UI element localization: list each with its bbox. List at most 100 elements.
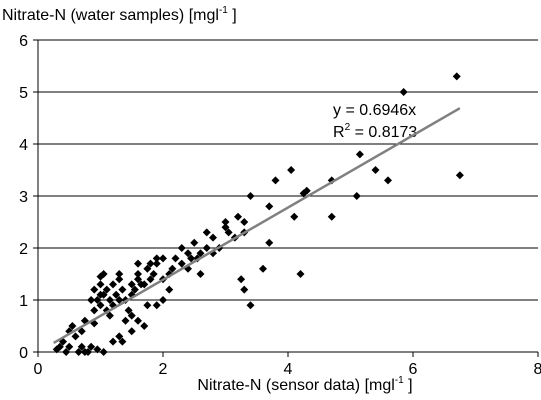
- r2-end: = 0.8173: [350, 124, 417, 141]
- point: [115, 275, 124, 284]
- point: [202, 228, 211, 237]
- point: [112, 290, 121, 299]
- point: [290, 212, 299, 221]
- y-tick-label: 6: [19, 33, 28, 50]
- point: [143, 301, 152, 310]
- y-tick-label: 3: [19, 189, 28, 206]
- point: [109, 337, 117, 346]
- point: [96, 272, 105, 281]
- point: [62, 348, 71, 356]
- y-axis-label: Nitrate-N (water samples) [mgl-1 ]: [2, 5, 237, 24]
- point: [152, 301, 161, 310]
- point: [224, 228, 233, 237]
- point: [134, 259, 142, 268]
- point: [115, 332, 124, 341]
- x-tick-label: 0: [34, 361, 43, 378]
- point: [371, 166, 380, 174]
- point: [177, 259, 186, 268]
- point: [209, 233, 217, 242]
- point: [221, 218, 230, 226]
- point: [240, 218, 249, 226]
- point: [127, 280, 136, 289]
- point: [134, 275, 142, 284]
- point: [352, 192, 361, 200]
- point: [149, 270, 158, 278]
- point: [259, 264, 267, 273]
- x-axis-label: Nitrate-N (sensor data) [mgl-1 ]: [197, 375, 412, 394]
- point: [127, 311, 136, 320]
- point: [237, 275, 246, 284]
- point: [90, 285, 99, 294]
- r2-text: R: [333, 124, 345, 141]
- point: [93, 345, 102, 354]
- point: [246, 301, 255, 310]
- point: [96, 301, 105, 310]
- point: [327, 212, 336, 221]
- y-axis-label-text: Nitrate-N (water samples) [mgl: [2, 7, 219, 24]
- point: [52, 345, 61, 354]
- point: [146, 259, 155, 268]
- x-tick-label: 6: [409, 361, 418, 378]
- r2-sup: 2: [345, 122, 351, 133]
- y-tick-label: 2: [19, 241, 28, 258]
- point: [68, 322, 77, 330]
- point: [399, 88, 408, 96]
- x-axis-label-end: ]: [404, 377, 413, 394]
- r2-label: R2 = 0.8173: [333, 122, 417, 141]
- trendline: [52, 107, 461, 345]
- point: [124, 306, 133, 315]
- point: [187, 254, 196, 263]
- point: [196, 249, 205, 258]
- point: [271, 176, 280, 185]
- point: [146, 275, 155, 284]
- point: [152, 254, 161, 263]
- point: [96, 290, 105, 299]
- point: [177, 244, 186, 252]
- point: [87, 342, 96, 351]
- point: [296, 270, 305, 278]
- y-axis-label-end: ]: [228, 7, 237, 24]
- point: [202, 244, 211, 252]
- point: [171, 254, 180, 263]
- point: [246, 192, 255, 200]
- x-axis-label-text: Nitrate-N (sensor data) [mgl: [197, 377, 394, 394]
- y-tick-label: 1: [19, 293, 28, 310]
- point: [105, 311, 114, 320]
- point: [234, 212, 242, 221]
- trend-equation: y = 0.6946x: [333, 102, 416, 119]
- point: [137, 280, 146, 289]
- point: [134, 316, 142, 325]
- point: [121, 316, 130, 325]
- point: [130, 285, 139, 294]
- point: [99, 348, 108, 356]
- point: [299, 189, 308, 198]
- point: [118, 337, 127, 346]
- point: [159, 296, 167, 304]
- x-tick-label: 8: [534, 361, 541, 378]
- point: [96, 280, 105, 289]
- point: [190, 238, 199, 247]
- point: [240, 285, 249, 294]
- point: [109, 280, 117, 289]
- point: [115, 296, 124, 304]
- point: [105, 296, 114, 304]
- point: [265, 202, 274, 211]
- point: [74, 348, 83, 356]
- point: [152, 259, 161, 268]
- point: [93, 296, 102, 304]
- y-tick-label: 0: [19, 345, 28, 362]
- y-tick-label: 5: [19, 85, 28, 102]
- point: [184, 249, 192, 258]
- point: [102, 285, 111, 294]
- point: [384, 176, 392, 185]
- point: [355, 150, 364, 159]
- point: [87, 296, 96, 304]
- x-axis-label-sup: -1: [395, 375, 404, 386]
- point: [196, 270, 205, 278]
- point: [65, 342, 74, 351]
- point: [452, 72, 461, 81]
- point: [455, 171, 464, 180]
- point: [140, 322, 149, 330]
- point: [143, 264, 152, 273]
